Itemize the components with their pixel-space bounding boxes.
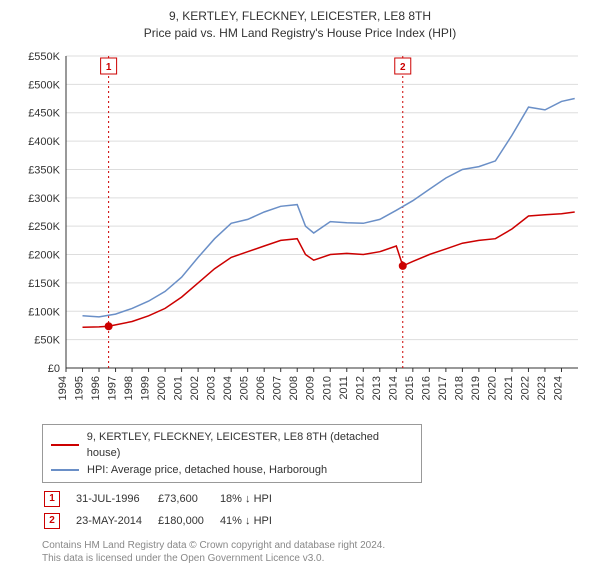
svg-text:2004: 2004 — [222, 376, 234, 400]
svg-text:£50K: £50K — [34, 334, 60, 346]
svg-text:2020: 2020 — [486, 376, 498, 400]
svg-text:2021: 2021 — [503, 376, 515, 400]
svg-text:1997: 1997 — [107, 376, 119, 400]
svg-text:2022: 2022 — [519, 376, 531, 400]
svg-text:2012: 2012 — [354, 376, 366, 400]
svg-text:£150K: £150K — [28, 278, 60, 290]
price-chart: £0 £50K £100K £150K £200K £250K £300K £350K £400… — [18, 48, 588, 418]
svg-text:2013: 2013 — [371, 376, 383, 400]
svg-text:£100K: £100K — [28, 306, 60, 318]
title-line2: Price paid vs. HM Land Registry's House … — [10, 25, 590, 42]
marker-date: 31-JUL-1996 — [76, 489, 156, 509]
marker-detail: 41% ↓ HPI — [220, 511, 286, 531]
svg-text:2007: 2007 — [272, 376, 284, 400]
marker-badge: 2 — [44, 513, 60, 529]
footer-line: This data is licensed under the Open Gov… — [42, 552, 590, 565]
svg-text:2002: 2002 — [189, 376, 201, 400]
chart-title: 9, KERTLEY, FLECKNEY, LEICESTER, LE8 8TH… — [10, 8, 590, 42]
svg-text:£300K: £300K — [28, 192, 60, 204]
marker-table: 1 31-JUL-1996 £73,600 18% ↓ HPI 2 23-MAY… — [42, 487, 288, 533]
svg-text:1999: 1999 — [140, 376, 152, 400]
svg-text:2018: 2018 — [453, 376, 465, 400]
marker-row: 1 31-JUL-1996 £73,600 18% ↓ HPI — [44, 489, 286, 509]
marker-price: £73,600 — [158, 489, 218, 509]
svg-text:1: 1 — [106, 62, 112, 73]
svg-text:2009: 2009 — [305, 376, 317, 400]
svg-text:£400K: £400K — [28, 136, 60, 148]
marker-price: £180,000 — [158, 511, 218, 531]
svg-text:£0: £0 — [48, 363, 60, 375]
marker-row: 2 23-MAY-2014 £180,000 41% ↓ HPI — [44, 511, 286, 531]
footer-line: Contains HM Land Registry data © Crown c… — [42, 539, 590, 552]
svg-text:2008: 2008 — [288, 376, 300, 400]
title-line1: 9, KERTLEY, FLECKNEY, LEICESTER, LE8 8TH — [10, 8, 590, 25]
marker-badge: 1 — [44, 491, 60, 507]
svg-text:1998: 1998 — [123, 376, 135, 400]
svg-text:2016: 2016 — [420, 376, 432, 400]
svg-text:2014: 2014 — [387, 376, 399, 400]
svg-text:1994: 1994 — [57, 376, 69, 400]
legend-swatch — [51, 469, 79, 471]
svg-text:2023: 2023 — [536, 376, 548, 400]
chart-svg: £0 £50K £100K £150K £200K £250K £300K £350K £400… — [18, 48, 588, 418]
marker-detail: 18% ↓ HPI — [220, 489, 286, 509]
svg-text:2017: 2017 — [437, 376, 449, 400]
svg-text:1995: 1995 — [74, 376, 86, 400]
svg-text:2005: 2005 — [239, 376, 251, 400]
svg-text:£450K: £450K — [28, 107, 60, 119]
svg-text:1996: 1996 — [90, 376, 102, 400]
legend-row: 9, KERTLEY, FLECKNEY, LEICESTER, LE8 8TH… — [51, 429, 413, 462]
svg-text:2003: 2003 — [206, 376, 218, 400]
svg-text:2001: 2001 — [173, 376, 185, 400]
svg-text:£200K: £200K — [28, 249, 60, 261]
svg-text:2000: 2000 — [156, 376, 168, 400]
svg-text:£250K: £250K — [28, 221, 60, 233]
legend: 9, KERTLEY, FLECKNEY, LEICESTER, LE8 8TH… — [42, 424, 422, 484]
legend-label: 9, KERTLEY, FLECKNEY, LEICESTER, LE8 8TH… — [87, 429, 413, 462]
marker-date: 23-MAY-2014 — [76, 511, 156, 531]
svg-text:£550K: £550K — [28, 51, 60, 63]
svg-text:2006: 2006 — [255, 376, 267, 400]
footer: Contains HM Land Registry data © Crown c… — [42, 539, 590, 565]
svg-text:2015: 2015 — [404, 376, 416, 400]
svg-text:2: 2 — [400, 62, 406, 73]
legend-swatch — [51, 444, 79, 446]
svg-text:£350K: £350K — [28, 164, 60, 176]
legend-row: HPI: Average price, detached house, Harb… — [51, 462, 413, 479]
legend-label: HPI: Average price, detached house, Harb… — [87, 462, 327, 479]
svg-text:2024: 2024 — [552, 376, 564, 400]
svg-text:2011: 2011 — [338, 376, 350, 400]
svg-text:2019: 2019 — [470, 376, 482, 400]
svg-text:2010: 2010 — [321, 376, 333, 400]
svg-text:£500K: £500K — [28, 79, 60, 91]
